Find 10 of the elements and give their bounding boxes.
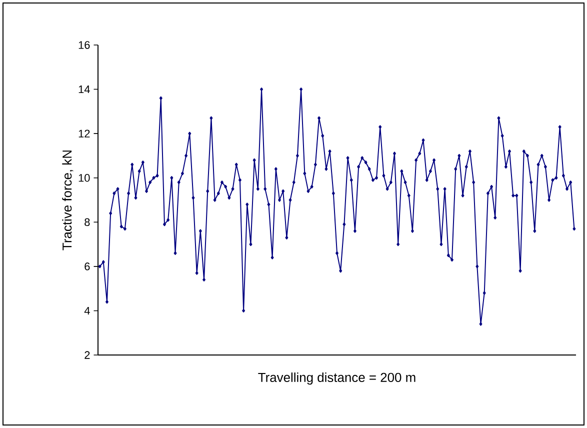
y-tick-label: 14 — [78, 86, 90, 94]
y-tick-label: 10 — [78, 174, 90, 182]
x-axis-title: Travelling distance = 200 m — [258, 372, 416, 385]
y-tick-label: 2 — [84, 351, 90, 359]
y-tick-label: 16 — [78, 41, 90, 49]
y-axis-title: Tractive force, kN — [62, 150, 74, 250]
y-tick-label: 4 — [84, 306, 90, 314]
y-tick-label: 12 — [78, 130, 90, 138]
y-tick-label: 8 — [84, 218, 90, 226]
y-tick-label: 6 — [84, 262, 90, 270]
